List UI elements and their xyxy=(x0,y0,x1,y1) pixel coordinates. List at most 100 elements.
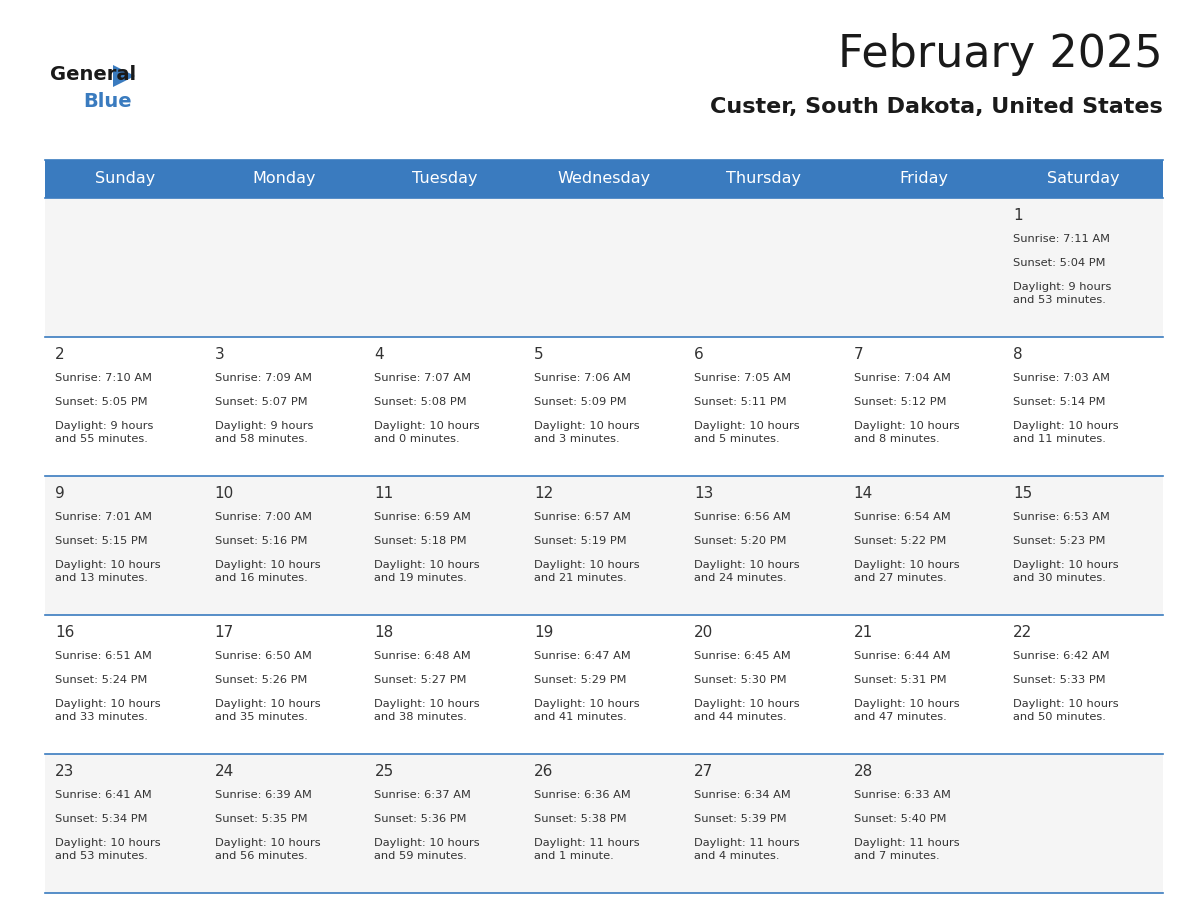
Bar xyxy=(204,615,365,754)
Bar xyxy=(843,476,1004,615)
Text: Sunrise: 7:10 AM: Sunrise: 7:10 AM xyxy=(55,373,152,383)
Text: Sunset: 5:36 PM: Sunset: 5:36 PM xyxy=(374,814,467,824)
Text: Daylight: 10 hours
and 56 minutes.: Daylight: 10 hours and 56 minutes. xyxy=(215,838,321,861)
Text: Sunrise: 7:01 AM: Sunrise: 7:01 AM xyxy=(55,512,152,522)
Bar xyxy=(1004,198,1163,337)
Text: Daylight: 10 hours
and 30 minutes.: Daylight: 10 hours and 30 minutes. xyxy=(1013,560,1119,583)
Text: Custer, South Dakota, United States: Custer, South Dakota, United States xyxy=(710,97,1163,117)
Text: Sunrise: 6:34 AM: Sunrise: 6:34 AM xyxy=(694,790,790,800)
Text: 24: 24 xyxy=(215,764,234,779)
Text: 23: 23 xyxy=(55,764,75,779)
Bar xyxy=(524,615,684,754)
Text: 12: 12 xyxy=(535,486,554,501)
Text: 28: 28 xyxy=(853,764,873,779)
Text: 2: 2 xyxy=(55,347,64,362)
Bar xyxy=(684,198,843,337)
Text: Sunset: 5:22 PM: Sunset: 5:22 PM xyxy=(853,536,946,546)
Text: Sunrise: 7:09 AM: Sunrise: 7:09 AM xyxy=(215,373,311,383)
Text: Sunset: 5:11 PM: Sunset: 5:11 PM xyxy=(694,397,786,407)
Text: Saturday: Saturday xyxy=(1047,172,1119,186)
Text: 8: 8 xyxy=(1013,347,1023,362)
Text: February 2025: February 2025 xyxy=(839,33,1163,76)
Bar xyxy=(45,615,204,754)
Bar xyxy=(684,615,843,754)
Text: Daylight: 11 hours
and 4 minutes.: Daylight: 11 hours and 4 minutes. xyxy=(694,838,800,861)
Text: Sunrise: 6:37 AM: Sunrise: 6:37 AM xyxy=(374,790,472,800)
Text: Sunrise: 6:48 AM: Sunrise: 6:48 AM xyxy=(374,651,472,661)
Text: Daylight: 10 hours
and 11 minutes.: Daylight: 10 hours and 11 minutes. xyxy=(1013,421,1119,444)
Text: Sunrise: 7:03 AM: Sunrise: 7:03 AM xyxy=(1013,373,1111,383)
Text: Daylight: 10 hours
and 13 minutes.: Daylight: 10 hours and 13 minutes. xyxy=(55,560,160,583)
Text: 22: 22 xyxy=(1013,625,1032,640)
Text: Sunrise: 6:56 AM: Sunrise: 6:56 AM xyxy=(694,512,790,522)
Text: Sunset: 5:31 PM: Sunset: 5:31 PM xyxy=(853,675,946,685)
Text: 20: 20 xyxy=(694,625,713,640)
Text: Sunrise: 6:39 AM: Sunrise: 6:39 AM xyxy=(215,790,311,800)
Text: Sunrise: 6:33 AM: Sunrise: 6:33 AM xyxy=(853,790,950,800)
Text: Sunset: 5:18 PM: Sunset: 5:18 PM xyxy=(374,536,467,546)
Text: 13: 13 xyxy=(694,486,713,501)
Text: 25: 25 xyxy=(374,764,393,779)
Text: 1: 1 xyxy=(1013,208,1023,223)
Text: Sunset: 5:27 PM: Sunset: 5:27 PM xyxy=(374,675,467,685)
Text: Daylight: 10 hours
and 0 minutes.: Daylight: 10 hours and 0 minutes. xyxy=(374,421,480,444)
Text: Daylight: 9 hours
and 53 minutes.: Daylight: 9 hours and 53 minutes. xyxy=(1013,282,1112,305)
Text: Sunset: 5:04 PM: Sunset: 5:04 PM xyxy=(1013,258,1106,268)
Text: Sunset: 5:39 PM: Sunset: 5:39 PM xyxy=(694,814,786,824)
Text: Wednesday: Wednesday xyxy=(557,172,651,186)
Text: Sunset: 5:38 PM: Sunset: 5:38 PM xyxy=(535,814,627,824)
Text: Sunrise: 7:06 AM: Sunrise: 7:06 AM xyxy=(535,373,631,383)
Text: Sunrise: 6:44 AM: Sunrise: 6:44 AM xyxy=(853,651,950,661)
Text: 5: 5 xyxy=(535,347,544,362)
Text: Sunrise: 7:07 AM: Sunrise: 7:07 AM xyxy=(374,373,472,383)
Text: Sunrise: 6:59 AM: Sunrise: 6:59 AM xyxy=(374,512,472,522)
Bar xyxy=(684,754,843,893)
Text: Tuesday: Tuesday xyxy=(411,172,478,186)
Bar xyxy=(524,754,684,893)
Bar xyxy=(365,198,524,337)
Bar xyxy=(524,198,684,337)
Text: 21: 21 xyxy=(853,625,873,640)
Text: Daylight: 9 hours
and 58 minutes.: Daylight: 9 hours and 58 minutes. xyxy=(215,421,314,444)
Bar xyxy=(204,476,365,615)
Text: Sunset: 5:29 PM: Sunset: 5:29 PM xyxy=(535,675,626,685)
Text: Sunset: 5:16 PM: Sunset: 5:16 PM xyxy=(215,536,308,546)
Text: Sunset: 5:14 PM: Sunset: 5:14 PM xyxy=(1013,397,1106,407)
Text: Sunset: 5:23 PM: Sunset: 5:23 PM xyxy=(1013,536,1106,546)
Bar xyxy=(45,198,204,337)
Bar xyxy=(204,754,365,893)
Text: Daylight: 10 hours
and 41 minutes.: Daylight: 10 hours and 41 minutes. xyxy=(535,699,640,722)
Text: Daylight: 10 hours
and 5 minutes.: Daylight: 10 hours and 5 minutes. xyxy=(694,421,800,444)
Text: 27: 27 xyxy=(694,764,713,779)
Text: Daylight: 11 hours
and 1 minute.: Daylight: 11 hours and 1 minute. xyxy=(535,838,640,861)
Text: 3: 3 xyxy=(215,347,225,362)
Text: 15: 15 xyxy=(1013,486,1032,501)
Text: 9: 9 xyxy=(55,486,65,501)
Bar xyxy=(365,337,524,476)
Bar xyxy=(365,754,524,893)
Text: Sunrise: 6:45 AM: Sunrise: 6:45 AM xyxy=(694,651,790,661)
Text: Sunrise: 7:05 AM: Sunrise: 7:05 AM xyxy=(694,373,791,383)
Text: Sunrise: 6:54 AM: Sunrise: 6:54 AM xyxy=(853,512,950,522)
Text: Sunrise: 6:42 AM: Sunrise: 6:42 AM xyxy=(1013,651,1110,661)
Text: Daylight: 9 hours
and 55 minutes.: Daylight: 9 hours and 55 minutes. xyxy=(55,421,153,444)
Bar xyxy=(204,337,365,476)
Bar xyxy=(1004,615,1163,754)
Text: Daylight: 10 hours
and 3 minutes.: Daylight: 10 hours and 3 minutes. xyxy=(535,421,640,444)
Text: Sunrise: 6:50 AM: Sunrise: 6:50 AM xyxy=(215,651,311,661)
Text: Sunrise: 6:41 AM: Sunrise: 6:41 AM xyxy=(55,790,152,800)
Bar xyxy=(843,615,1004,754)
Text: Sunset: 5:33 PM: Sunset: 5:33 PM xyxy=(1013,675,1106,685)
Bar xyxy=(1004,754,1163,893)
Bar xyxy=(45,160,1163,198)
Text: Daylight: 10 hours
and 50 minutes.: Daylight: 10 hours and 50 minutes. xyxy=(1013,699,1119,722)
Bar xyxy=(524,476,684,615)
Text: Daylight: 10 hours
and 24 minutes.: Daylight: 10 hours and 24 minutes. xyxy=(694,560,800,583)
Text: Blue: Blue xyxy=(83,92,132,111)
Text: Daylight: 10 hours
and 19 minutes.: Daylight: 10 hours and 19 minutes. xyxy=(374,560,480,583)
Text: Sunrise: 6:51 AM: Sunrise: 6:51 AM xyxy=(55,651,152,661)
Text: Sunset: 5:08 PM: Sunset: 5:08 PM xyxy=(374,397,467,407)
Text: Sunset: 5:34 PM: Sunset: 5:34 PM xyxy=(55,814,147,824)
Bar xyxy=(1004,337,1163,476)
Bar xyxy=(365,476,524,615)
